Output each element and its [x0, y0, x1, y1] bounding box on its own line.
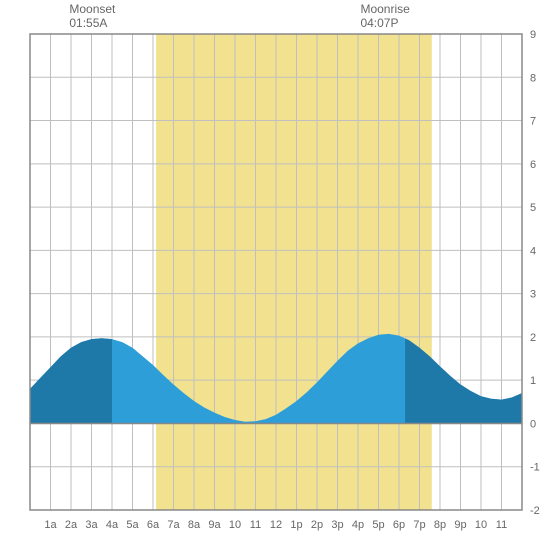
grid — [30, 34, 522, 510]
x-tick-label: 6p — [393, 519, 405, 531]
x-tick-label: 7a — [167, 519, 180, 531]
y-tick-label: 3 — [530, 289, 536, 301]
y-tick-label: 2 — [530, 332, 536, 344]
x-tick-label: 2a — [65, 519, 78, 531]
x-tick-label: 8p — [434, 519, 446, 531]
x-tick-label: 10 — [475, 519, 487, 531]
y-tick-label: 6 — [530, 159, 536, 171]
moonrise-title: Moonrise — [360, 2, 409, 16]
moonrise-label: Moonrise 04:07P — [360, 2, 409, 31]
y-tick-label: -1 — [530, 462, 540, 474]
y-tick-labels: -2 -1 0 1 2 3 4 5 6 7 8 9 — [530, 29, 540, 517]
y-tick-label: 1 — [530, 375, 536, 387]
x-tick-label: 3a — [85, 519, 98, 531]
x-tick-label: 4p — [352, 519, 364, 531]
x-tick-label: 4a — [106, 519, 119, 531]
y-tick-label: 4 — [530, 245, 536, 257]
daylight-band — [156, 34, 432, 510]
y-tick-label: 9 — [530, 29, 536, 41]
x-tick-label: 11 — [496, 519, 507, 531]
tide-area-dark-before — [30, 338, 112, 423]
moonrise-time: 04:07P — [360, 16, 409, 30]
y-tick-label: 5 — [530, 202, 536, 214]
moonset-label: Moonset 01:55A — [69, 2, 115, 31]
x-tick-label: 8a — [188, 519, 201, 531]
x-tick-label: 1p — [290, 519, 302, 531]
moonset-time: 01:55A — [69, 16, 115, 30]
x-tick-label: 2p — [311, 519, 323, 531]
tide-chart: Moonset 01:55A Moonrise 04:07P 1a 2a 3a 4a 5… — [0, 0, 550, 550]
x-tick-labels: 1a 2a 3a 4a 5a 6a 7a 8a 9a 10 11 12 1p 2p 3p 4p 5p 6p 7p 8p… — [44, 519, 507, 531]
x-tick-label: 9a — [208, 519, 221, 531]
y-tick-label: -2 — [530, 505, 540, 517]
x-tick-label: 11 — [250, 519, 261, 531]
y-tick-label: 8 — [530, 72, 536, 84]
x-tick-label: 10 — [229, 519, 241, 531]
moonset-title: Moonset — [69, 2, 115, 16]
chart-svg: 1a2a3a4a5a6a7a8a9a1011121p2p3p4p5p6p7p8p… — [0, 0, 550, 550]
x-tick-label: 6a — [147, 519, 160, 531]
x-tick-label: 1a — [44, 519, 57, 531]
y-tick-label: 7 — [530, 116, 536, 128]
x-tick-label: 3p — [331, 519, 343, 531]
x-tick-label: 5p — [372, 519, 384, 531]
x-tick-label: 9p — [454, 519, 466, 531]
x-tick-label: 5a — [126, 519, 139, 531]
tide-area-dark-after — [405, 338, 522, 423]
y-tick-label: 0 — [530, 418, 536, 430]
x-tick-label: 7p — [413, 519, 425, 531]
x-tick-label: 12 — [270, 519, 282, 531]
